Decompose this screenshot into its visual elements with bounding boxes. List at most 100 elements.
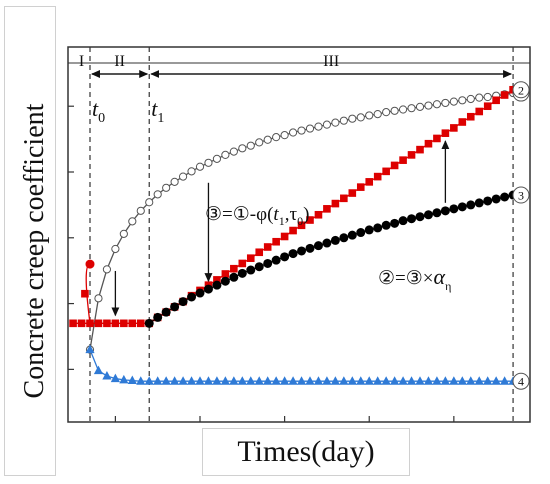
data-point xyxy=(313,241,323,251)
data-point xyxy=(313,376,324,385)
data-point xyxy=(103,319,111,328)
data-point xyxy=(457,376,467,385)
data-point xyxy=(255,248,264,257)
data-point xyxy=(348,114,357,123)
marker-label-t0: t0 xyxy=(92,96,105,126)
data-point xyxy=(297,246,307,256)
end-label-text: 2 xyxy=(518,83,524,97)
data-point xyxy=(305,376,315,385)
stage-label: I xyxy=(79,53,84,70)
data-point xyxy=(195,376,205,385)
marker-label-t1: t1 xyxy=(151,96,164,126)
data-point xyxy=(161,307,171,317)
data-point xyxy=(415,102,425,111)
data-point xyxy=(415,376,425,385)
data-point xyxy=(221,150,230,159)
data-point xyxy=(203,376,214,385)
data-point xyxy=(153,376,163,385)
data-point xyxy=(373,110,382,119)
data-point xyxy=(406,376,417,385)
data-point xyxy=(382,167,390,176)
data-point xyxy=(170,177,179,186)
data-point xyxy=(212,154,222,163)
end-label-text: 3 xyxy=(518,189,524,203)
series-4-points xyxy=(85,344,518,385)
data-point xyxy=(373,172,382,181)
data-point xyxy=(449,376,459,385)
data-point xyxy=(220,276,230,286)
data-point xyxy=(263,135,272,144)
data-point xyxy=(474,198,484,208)
data-point xyxy=(272,237,280,246)
data-point xyxy=(314,210,323,219)
data-point xyxy=(230,264,238,273)
annotation-eq3: ③=①-φ(t1,τ0) xyxy=(205,204,309,228)
data-point xyxy=(399,156,407,164)
data-point xyxy=(127,375,137,385)
data-point xyxy=(246,376,256,385)
stage-label: III xyxy=(323,53,339,70)
data-point xyxy=(365,178,374,186)
series-line-3 xyxy=(148,194,514,324)
data-point xyxy=(441,129,450,137)
data-point xyxy=(314,122,323,131)
data-point xyxy=(237,376,247,385)
data-point xyxy=(187,292,197,302)
data-point xyxy=(382,108,391,117)
data-point xyxy=(229,147,238,156)
plot-frame xyxy=(67,46,531,423)
data-point xyxy=(364,225,374,235)
data-point xyxy=(204,158,213,167)
data-point xyxy=(356,183,365,191)
series-2-end-label: 2 xyxy=(512,81,530,99)
x-axis-label: Times(day) xyxy=(237,435,375,468)
data-point xyxy=(356,228,366,238)
data-point xyxy=(433,134,441,143)
data-point xyxy=(364,376,374,385)
data-point xyxy=(220,376,230,385)
data-point xyxy=(466,94,475,104)
data-point xyxy=(347,376,357,385)
data-point xyxy=(483,102,492,111)
data-point xyxy=(305,243,315,253)
y-axis-label-box: Concrete creep coefficient xyxy=(4,6,56,476)
data-point xyxy=(306,216,314,224)
data-point xyxy=(161,376,171,385)
series-4-end-label: 4 xyxy=(512,372,530,390)
series-3-points xyxy=(144,190,518,328)
data-point xyxy=(390,161,399,170)
data-point xyxy=(110,373,120,383)
stage-2: II xyxy=(91,53,149,78)
data-point xyxy=(407,151,416,159)
data-point xyxy=(178,376,188,385)
data-point xyxy=(186,376,197,385)
data-point xyxy=(500,376,510,385)
data-point xyxy=(340,194,348,203)
data-point xyxy=(339,116,348,125)
data-point xyxy=(238,259,247,268)
data-point xyxy=(483,376,493,385)
data-point xyxy=(271,376,281,385)
stage-label: II xyxy=(114,53,125,70)
data-point xyxy=(330,376,340,385)
data-point xyxy=(331,199,340,208)
data-point xyxy=(373,376,383,385)
data-point xyxy=(187,167,196,176)
data-point xyxy=(322,376,332,385)
data-point xyxy=(120,319,128,328)
data-point xyxy=(491,194,501,204)
data-point xyxy=(373,223,383,233)
data-point xyxy=(81,289,89,298)
data-point xyxy=(263,243,272,251)
data-point xyxy=(323,205,331,213)
data-point xyxy=(162,183,171,192)
data-point xyxy=(432,100,442,109)
data-point xyxy=(398,376,408,385)
data-point xyxy=(94,294,103,303)
data-point xyxy=(288,376,298,385)
data-point xyxy=(136,319,145,328)
data-point xyxy=(153,190,162,199)
data-point xyxy=(263,258,273,268)
data-point xyxy=(483,196,493,206)
data-point xyxy=(170,376,180,385)
